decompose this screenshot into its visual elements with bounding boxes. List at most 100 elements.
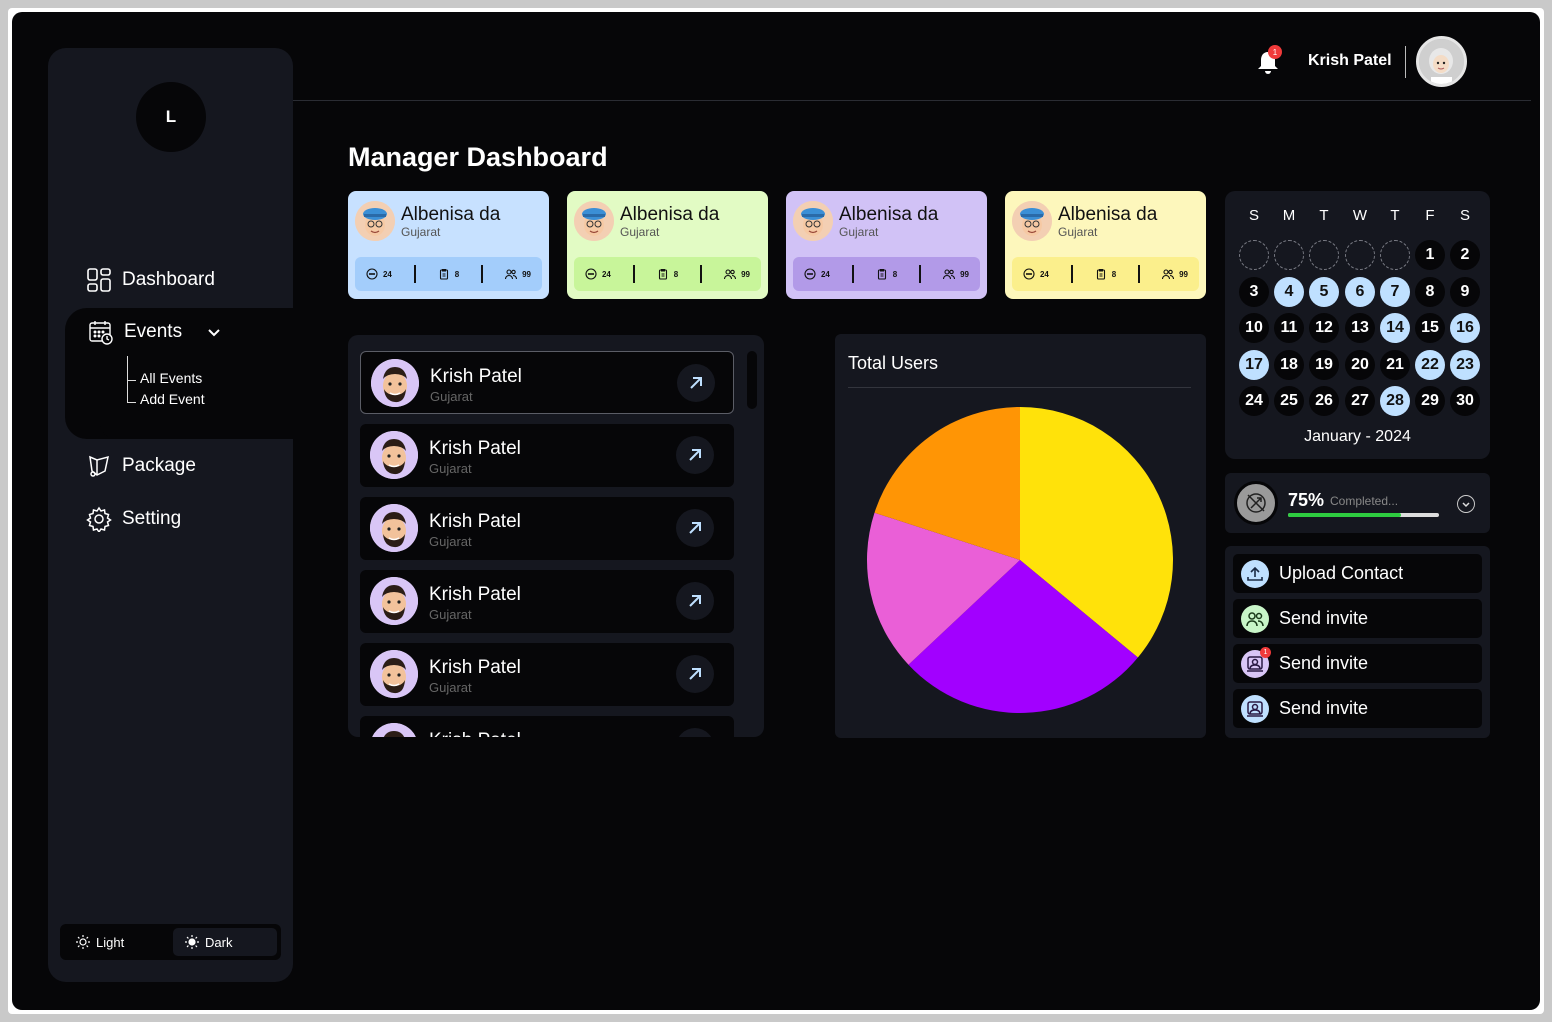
open-button[interactable] (677, 364, 715, 402)
avatar (371, 359, 419, 407)
stat-divider (1070, 265, 1073, 283)
calendar-day[interactable]: 23 (1450, 350, 1480, 380)
avatar[interactable] (1416, 36, 1467, 87)
logo[interactable]: L (136, 82, 206, 152)
memoji-icon (370, 504, 418, 552)
calendar-day[interactable]: 11 (1274, 313, 1304, 343)
action-send-invite-button[interactable]: 1 Send invite (1233, 644, 1482, 683)
card-location: Gujarat (401, 225, 441, 239)
card-stats-bar: 24 8 99 (1012, 257, 1199, 291)
calendar-day[interactable]: 1 (1415, 240, 1445, 270)
chevron-down-icon[interactable] (206, 324, 222, 340)
calendar-day[interactable]: 3 (1239, 277, 1269, 307)
users-icon (1162, 269, 1175, 280)
calendar-day[interactable]: 10 (1239, 313, 1269, 343)
calendar-day[interactable]: 6 (1345, 277, 1375, 307)
calendar-day[interactable]: 22 (1415, 350, 1445, 380)
action-label: Send invite (1279, 608, 1369, 628)
stat-docs: 8 (1095, 268, 1116, 280)
pie-slice[interactable] (874, 407, 1020, 560)
calendar-day[interactable]: 14 (1380, 313, 1410, 343)
calendar-day[interactable]: 8 (1415, 277, 1445, 307)
submenu-all-events[interactable]: All Events (140, 370, 203, 386)
calendar-day[interactable]: 30 (1450, 386, 1480, 416)
member-card[interactable]: Albenisa da Gujarat 24 8 99 (348, 191, 549, 299)
list-item[interactable]: Krish Patel Gujarat (360, 716, 734, 737)
open-button[interactable] (676, 728, 714, 737)
sidebar-item-setting[interactable]: Setting (86, 506, 181, 532)
calendar-empty-day (1345, 240, 1375, 270)
calendar-day[interactable]: 21 (1380, 350, 1410, 380)
open-button[interactable] (676, 509, 714, 547)
gear-icon (86, 506, 112, 532)
arrow-up-right-icon (689, 522, 701, 534)
open-button[interactable] (676, 655, 714, 693)
list-item-location: Gujarat (430, 389, 473, 404)
sidebar-item-package[interactable]: Package (86, 453, 196, 479)
calendar-day[interactable]: 24 (1239, 386, 1269, 416)
theme-light-button[interactable]: Light (64, 928, 168, 956)
sidebar-item-dashboard[interactable]: Dashboard (86, 267, 215, 293)
calendar-day[interactable]: 4 (1274, 277, 1304, 307)
avatar-icon (1419, 39, 1464, 84)
calendar-day[interactable]: 16 (1450, 313, 1480, 343)
avatar (370, 723, 418, 737)
stat-value: 99 (741, 269, 750, 279)
calendar-day[interactable]: 20 (1345, 350, 1375, 380)
list-item-name: Krish Patel (429, 438, 521, 459)
list-item[interactable]: Krish Patel Gujarat (360, 424, 734, 487)
sidebar-item-label: Setting (122, 508, 182, 529)
calendar: S M T W T F S 1 2 3 4 5 6 7 8 9 10 11 12 13 14 15 16 17 18 19 20 21… (1225, 191, 1490, 459)
calendar-day[interactable]: 26 (1309, 386, 1339, 416)
list-item-name: Krish Patel (429, 511, 521, 532)
clipboard-icon (658, 268, 667, 280)
list-item[interactable]: Krish Patel Gujarat (360, 497, 734, 560)
calendar-day[interactable]: 28 (1380, 386, 1410, 416)
card-name: Albenisa da (620, 204, 720, 225)
action-send-invite-button[interactable]: Send invite (1233, 599, 1482, 638)
pie-slice[interactable] (867, 512, 1020, 665)
action-send-invite-button[interactable]: Send invite (1233, 689, 1482, 728)
calendar-day[interactable]: 2 (1450, 240, 1480, 270)
action-upload-contact-button[interactable]: Upload Contact (1233, 554, 1482, 593)
calendar-day[interactable]: 27 (1345, 386, 1375, 416)
scrollbar[interactable] (747, 351, 757, 409)
calendar-day[interactable]: 25 (1274, 386, 1304, 416)
theme-dark-button[interactable]: Dark (173, 928, 277, 956)
stat-docs: 8 (438, 268, 459, 280)
theme-dark-label: Dark (205, 934, 233, 950)
list-item-location: Gujarat (429, 680, 472, 695)
card-stats-bar: 24 8 99 (355, 257, 542, 291)
memoji-icon (370, 431, 418, 479)
list-item[interactable]: Krish Patel Gujarat (360, 643, 734, 706)
events-header[interactable]: Events (65, 308, 310, 356)
calendar-day[interactable]: 29 (1415, 386, 1445, 416)
calendar-day[interactable]: 13 (1345, 313, 1375, 343)
pie-slice[interactable] (908, 560, 1138, 713)
calendar-day[interactable]: 12 (1309, 313, 1339, 343)
member-card[interactable]: Albenisa da Gujarat 24 8 99 (1005, 191, 1206, 299)
arrow-up-right-icon (689, 668, 701, 680)
pie-slice[interactable] (1020, 407, 1173, 658)
member-card[interactable]: Albenisa da Gujarat 24 8 99 (567, 191, 768, 299)
open-button[interactable] (676, 436, 714, 474)
list-item[interactable]: Krish Patel Gujarat (360, 570, 734, 633)
member-card[interactable]: Albenisa da Gujarat 24 8 99 (786, 191, 987, 299)
expand-button[interactable] (1457, 495, 1475, 513)
list-item[interactable]: Krish Patel Gujarat (360, 351, 734, 414)
theme-toggle[interactable]: Light Dark (60, 924, 281, 960)
calendar-day[interactable]: 7 (1380, 277, 1410, 307)
open-button[interactable] (676, 582, 714, 620)
calendar-day[interactable]: 18 (1274, 350, 1304, 380)
calendar-day[interactable]: 19 (1309, 350, 1339, 380)
memoji-icon (1012, 201, 1052, 241)
submenu-add-event[interactable]: Add Event (140, 391, 205, 407)
events-submenu: All Events Add Event (100, 356, 293, 439)
calendar-day[interactable]: 17 (1239, 350, 1269, 380)
header-user-name[interactable]: Krish Patel (1308, 52, 1392, 69)
calendar-day[interactable]: 9 (1450, 277, 1480, 307)
sidebar-item-events[interactable]: Events All Events Add Event (65, 308, 310, 439)
list-item-location: Gujarat (429, 534, 472, 549)
calendar-day[interactable]: 15 (1415, 313, 1445, 343)
calendar-day[interactable]: 5 (1309, 277, 1339, 307)
